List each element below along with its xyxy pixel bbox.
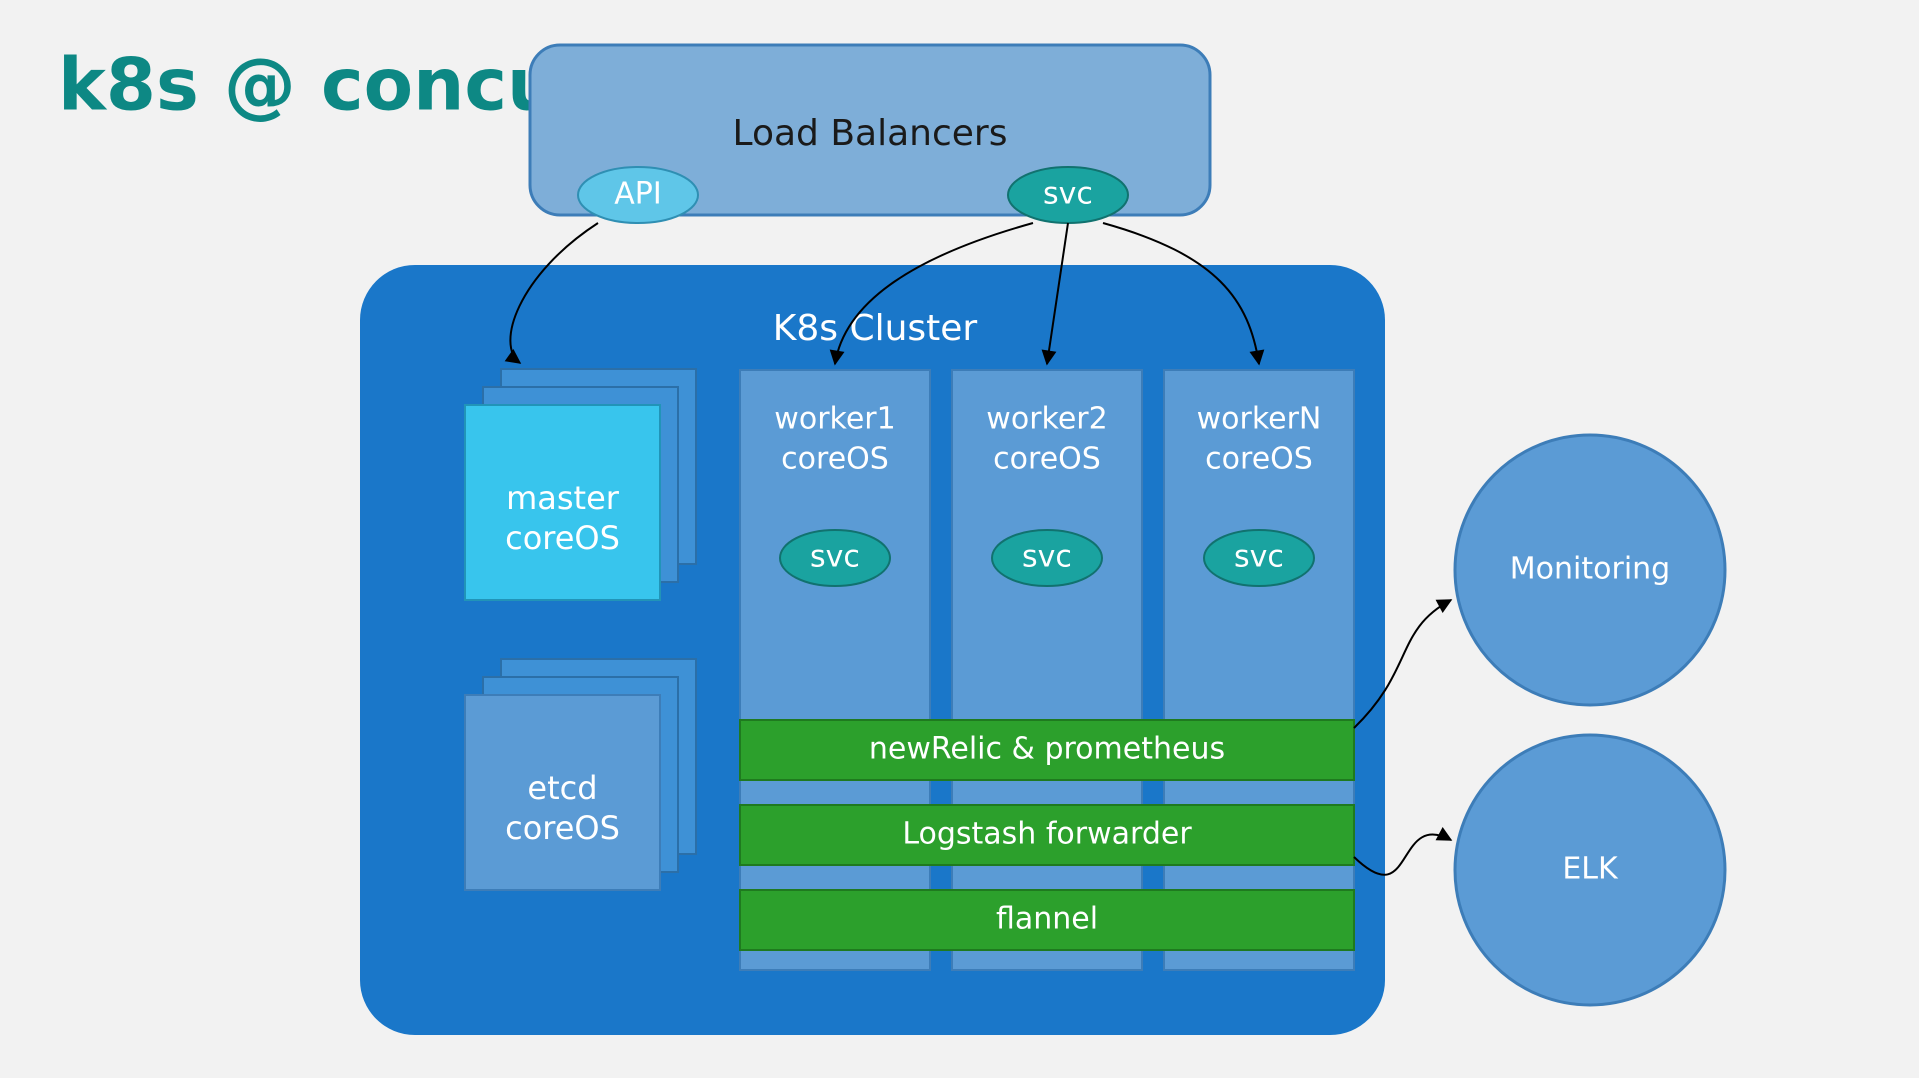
api-label: API — [614, 177, 661, 212]
monitoring-label: Monitoring — [1510, 552, 1670, 587]
worker-column: worker1 coreOS svc — [740, 370, 930, 970]
etcd-stack-line2: coreOS — [505, 809, 620, 847]
load-balancers-label: Load Balancers — [733, 113, 1008, 154]
etcd-stack-line1: etcd — [527, 769, 597, 807]
worker-subtitle: coreOS — [781, 442, 889, 477]
worker-column: workerN coreOS svc — [1164, 370, 1354, 970]
worker-title: workerN — [1197, 402, 1322, 437]
master-stack-line1: master — [506, 479, 620, 517]
infra-bar-label: newRelic & prometheus — [869, 732, 1225, 767]
svc-label: svc — [1234, 540, 1284, 575]
worker-title: worker2 — [986, 402, 1107, 437]
svc-top-label: svc — [1043, 177, 1093, 212]
worker-subtitle: coreOS — [1205, 442, 1313, 477]
svc-label: svc — [810, 540, 860, 575]
infra-bar-label: Logstash forwarder — [902, 817, 1192, 852]
k8s-cluster-label: K8s Cluster — [773, 308, 978, 349]
worker-subtitle: coreOS — [993, 442, 1101, 477]
master-stack-line2: coreOS — [505, 519, 620, 557]
worker-column: worker2 coreOS svc — [952, 370, 1142, 970]
elk-label: ELK — [1562, 852, 1619, 887]
worker-title: worker1 — [774, 402, 895, 437]
svc-label: svc — [1022, 540, 1072, 575]
page-title: k8s @ concur — [58, 43, 594, 127]
etcd-stack: etcdcoreOS — [465, 659, 696, 890]
infra-bar-label: flannel — [996, 902, 1098, 937]
master-stack: mastercoreOS — [465, 369, 696, 600]
